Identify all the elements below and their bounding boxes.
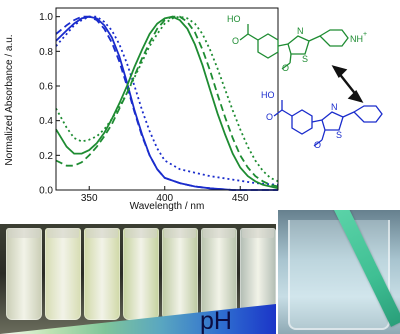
vial-cap — [47, 228, 79, 238]
x-tick-label: 450 — [232, 193, 249, 204]
beaker-photo — [278, 210, 400, 334]
pyridinium-nh-label: NH — [350, 34, 363, 44]
acid-hydroxyl-label: HO — [261, 90, 275, 100]
methoxy-oxygen-label: O — [282, 63, 289, 73]
thiazole-ring — [321, 111, 344, 131]
series-line-2 — [55, 15, 278, 191]
vial — [123, 228, 159, 320]
phenyl-ring-2 — [352, 105, 383, 123]
acid-hydroxyl-label: HO — [227, 14, 241, 24]
equilibrium-arrow — [331, 65, 364, 103]
neutral-molecule-structure: HO O N S O — [261, 90, 383, 150]
vial-cap — [203, 228, 235, 238]
vial-cap — [125, 228, 157, 238]
phenyl-ring — [257, 33, 279, 59]
y-tick-label: 1.0 — [39, 12, 53, 23]
vial — [45, 228, 81, 320]
y-axis-label: Normalized Absorbance / a.u. — [4, 34, 15, 165]
series-line-3 — [55, 15, 279, 186]
y-tick-label: 0.8 — [39, 47, 53, 58]
pyridinium-ring — [318, 29, 349, 47]
carbonyl-oxygen-label: O — [232, 36, 239, 46]
thiazole-n-label: N — [297, 26, 304, 36]
vial — [162, 228, 198, 320]
vial — [6, 228, 42, 320]
y-tick-label: 0.6 — [39, 82, 53, 93]
thiazole-s-label: S — [336, 130, 342, 140]
vial — [201, 228, 237, 320]
series-line-4 — [55, 15, 279, 190]
plot-frame — [55, 7, 279, 191]
phenyl-ring — [291, 109, 313, 135]
vial-cap — [8, 228, 40, 238]
methoxy-oxygen-label: O — [314, 140, 321, 150]
thiazole-ring — [287, 35, 310, 55]
vial-cap — [242, 228, 274, 238]
positive-charge-label: + — [363, 31, 367, 38]
vial-cap — [86, 228, 118, 238]
tick-marks: 350 400 450 0.0 0.2 0.4 0.6 0.8 1.0 — [39, 12, 249, 204]
y-tick-label: 0.4 — [39, 116, 53, 127]
vials-photo: pH — [0, 224, 276, 334]
thiazole-s-label: S — [302, 54, 308, 64]
series-line-1 — [55, 15, 278, 191]
vial-cap — [164, 228, 196, 238]
absorbance-chart: 350 400 450 0.0 0.2 0.4 0.6 0.8 1.0 Wavelength /… — [4, 7, 383, 212]
series-line-6 — [55, 15, 279, 183]
protonated-molecule-structure: HO O N S O NH + — [227, 14, 367, 73]
x-tick-label: 400 — [156, 193, 173, 204]
x-tick-label: 350 — [81, 193, 98, 204]
chart-axes — [55, 7, 279, 191]
carbonyl-oxygen-label: O — [266, 112, 273, 122]
vial — [84, 228, 120, 320]
y-tick-label: 0.2 — [39, 151, 53, 162]
series-line-5 — [55, 15, 279, 188]
y-tick-label: 0.0 — [39, 186, 53, 197]
ph-label: pH — [200, 307, 232, 334]
thiazole-n-label: N — [331, 102, 338, 112]
x-axis-label: Wavelength / nm — [130, 201, 205, 212]
plot-area — [55, 15, 279, 191]
